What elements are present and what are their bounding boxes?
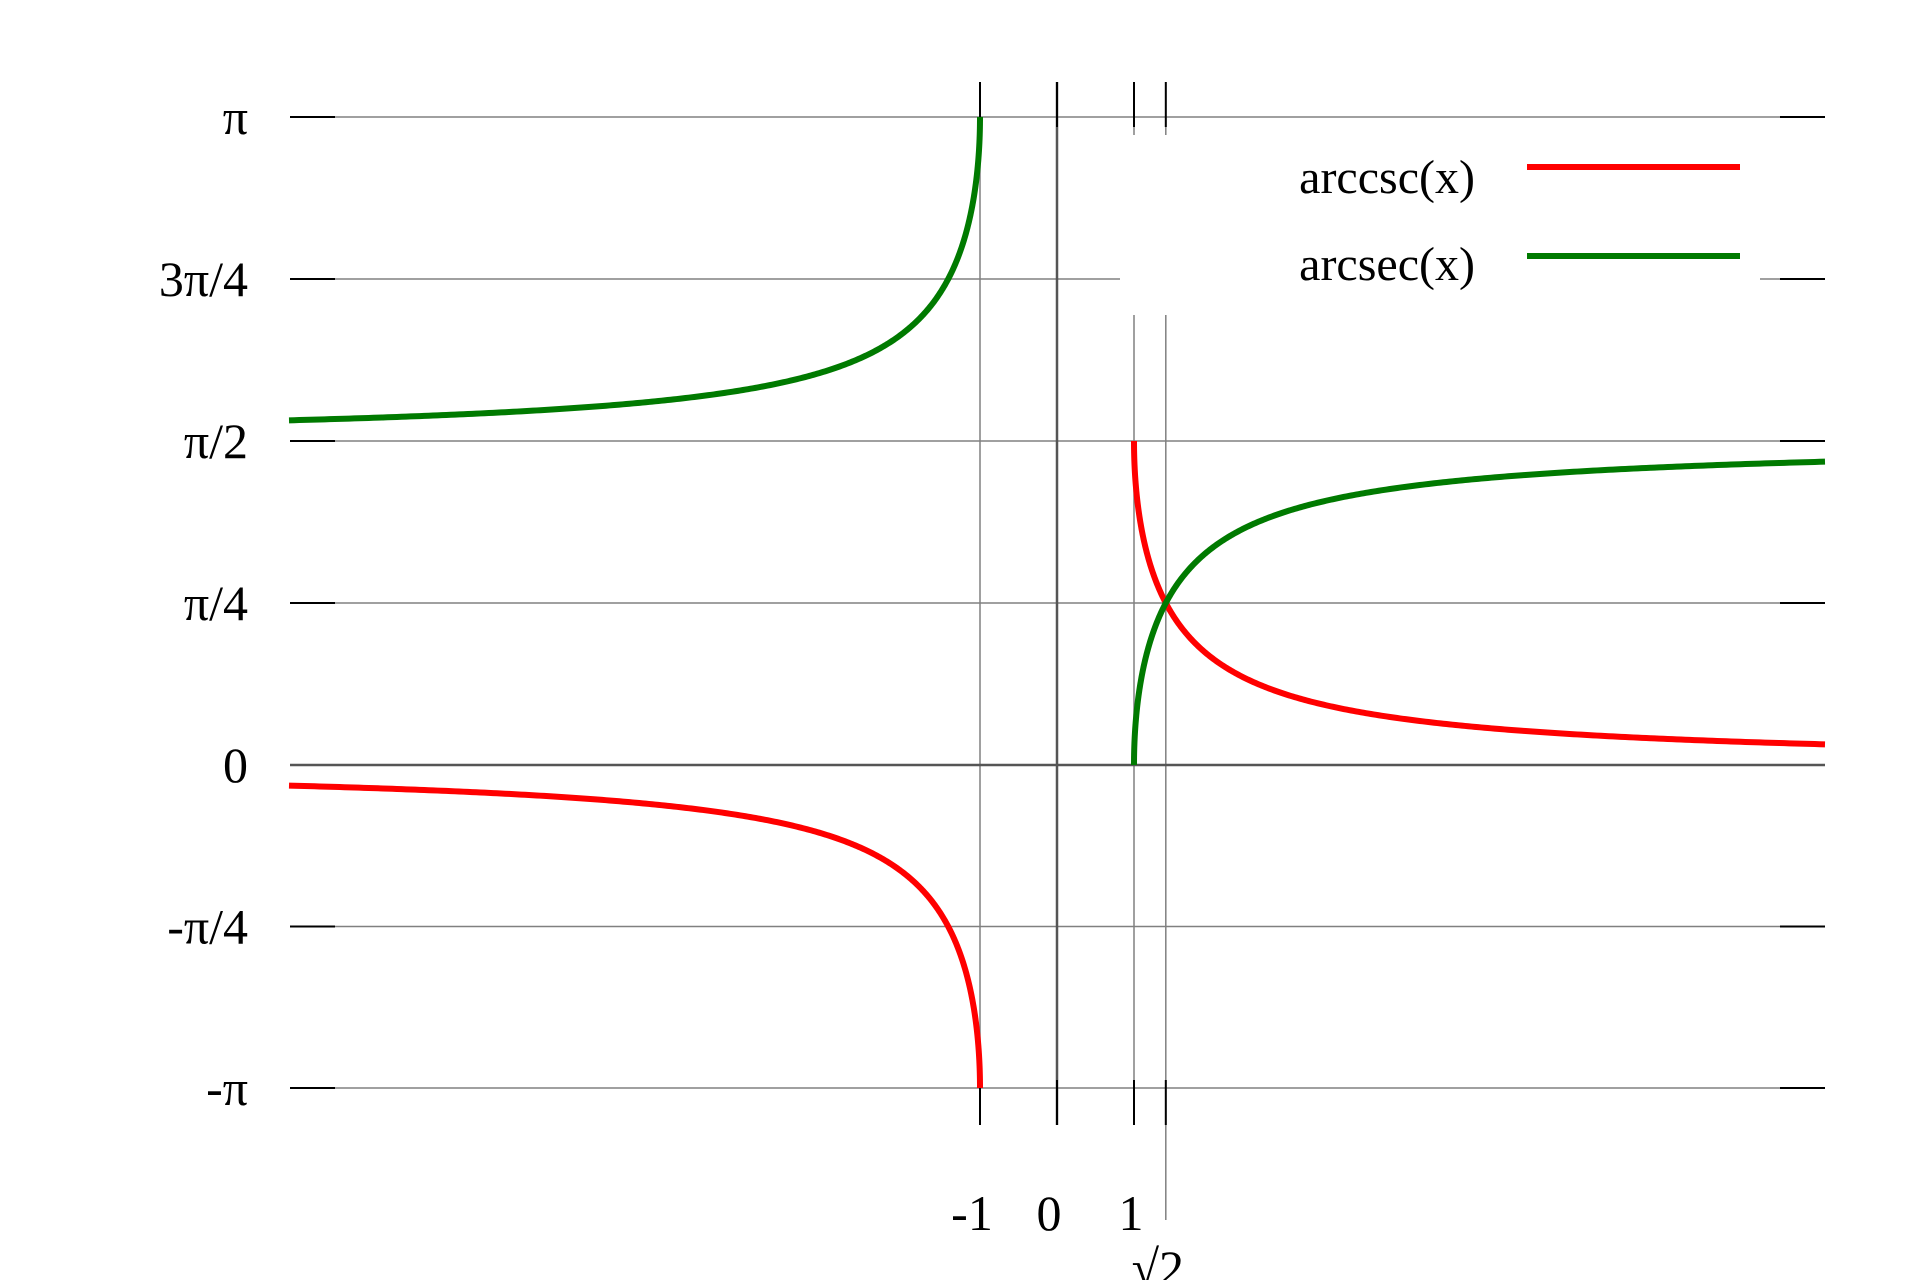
- series-lines: [288, 114, 1826, 1091]
- legend-label-arccsc: arccsc(x): [1299, 151, 1475, 204]
- y-tick-label-0: π: [223, 89, 248, 145]
- y-tick-label-6: -π: [206, 1060, 248, 1116]
- y-tick-label-5: -π/4: [167, 899, 248, 955]
- y-tick-label-3: π/4: [184, 575, 248, 631]
- tick-labels: π 3π/4 π/2 π/4 0 -π/4 -π -1 0 1√2: [159, 89, 1184, 1280]
- legend: arccsc(x) arcsec(x): [1120, 135, 1760, 315]
- series-arccsc-branch-1: [1131, 438, 1826, 748]
- axes: [290, 82, 1825, 1125]
- series-arccsc-branch-0: [288, 782, 983, 1091]
- y-tick-label-1: 3π/4: [159, 251, 248, 307]
- x-tick-label-0: -1: [951, 1185, 993, 1241]
- series-arcsec-branch-1: [1131, 458, 1826, 768]
- x-tick-label-1: 0: [1037, 1185, 1062, 1241]
- series-arcsec-branch-0: [288, 114, 983, 424]
- x-tick-label-3: √2: [1132, 1240, 1184, 1280]
- y-tick-label-4: 0: [223, 737, 248, 793]
- x-tick-label-2: 1: [1119, 1185, 1144, 1241]
- y-tick-label-2: π/2: [184, 413, 248, 469]
- legend-label-arcsec: arcsec(x): [1299, 238, 1475, 291]
